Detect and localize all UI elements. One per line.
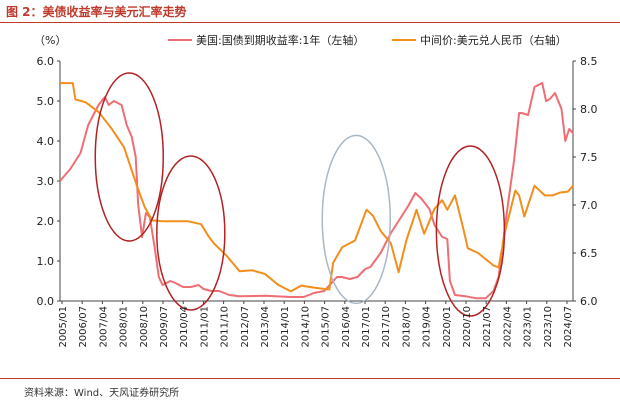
right-axis-tick-label: 7.5 [580,151,598,164]
x-axis-tick-label: 2016/04 [341,306,352,348]
source-note: 资料来源：Wind、天风证券研究所 [24,388,180,399]
figure-title: 图 2：美债收益率与美元汇率走势 [6,5,187,19]
x-axis-tick-label: 2012/07 [240,306,251,348]
right-axis-tick-label: 6.0 [580,295,598,308]
x-axis-tick-label: 2011/01 [199,306,210,348]
highlight-ellipse [156,155,226,311]
x-axis-tick-label: 2019/04 [422,306,433,348]
legend-label-fx: 中间价:美元兑人民币（右轴） [420,33,567,47]
tick-layer: 0.0 1.0 2.0 3.0 4.0 5.0 6.0 6.0 6.5 7.0 7.5 8.0 8.5 2… [37,55,598,348]
x-axis-tick-label: 2020/10 [462,306,473,348]
right-axis-tick-label: 8.0 [580,103,598,116]
left-axis-tick-label: 3.0 [37,175,55,188]
x-axis-tick-label: 2017/01 [361,306,372,348]
highlight-ellipse [435,145,506,317]
x-axis-tick-label: 2008/01 [119,306,130,348]
left-axis-unit-label: （%） [34,34,66,47]
x-axis-tick-label: 2020/01 [442,306,453,348]
x-axis-tick-label: 2022/04 [502,306,513,348]
highlight-ellipse [321,134,392,305]
legend-label-yield: 美国:国债到期收益率:1年（左轴） [196,33,364,47]
x-axis-tick-label: 2009/07 [159,306,170,348]
x-axis-tick-label: 2011/10 [220,306,231,348]
x-axis-tick-label: 2023/01 [523,306,534,348]
right-axis-tick-label: 6.5 [580,247,598,260]
series-line-fx [60,82,574,293]
series-line-yield [59,82,574,300]
highlight-ellipse [94,72,165,242]
left-axis-tick-label: 6.0 [37,55,55,68]
series-layer [59,82,574,300]
x-axis-tick-label: 2005/01 [58,306,69,348]
left-axis-tick-label: 2.0 [37,215,55,228]
right-axis-tick-label: 8.5 [580,55,598,68]
x-axis-tick-label: 2006/07 [78,306,89,348]
x-axis-tick-label: 2014/10 [300,306,311,348]
x-axis-tick-label: 2021/07 [482,306,493,348]
x-axis-tick-label: 2007/04 [98,306,109,348]
x-axis-tick-label: 2010/04 [179,306,190,348]
x-axis-tick-label: 2008/10 [139,306,150,348]
x-axis-tick-label: 2017/10 [381,306,392,348]
annotation-layer [94,72,506,317]
x-axis-tick-label: 2014/01 [280,306,291,348]
source-rule [0,378,620,379]
x-axis-tick-label: 2018/07 [401,306,412,348]
left-axis-tick-label: 0.0 [37,295,55,308]
x-axis-tick-label: 2013/04 [260,306,271,348]
left-axis-tick-label: 1.0 [37,255,55,268]
x-axis-tick-label: 2023/10 [543,306,554,348]
right-axis-tick-label: 7.0 [580,199,598,212]
left-axis-tick-label: 5.0 [37,95,55,108]
x-axis-tick-label: 2024/07 [563,306,574,348]
title-rule [0,22,620,23]
x-axis-tick-label: 2015/07 [321,306,332,348]
left-axis-tick-label: 4.0 [37,135,55,148]
legend: 美国:国债到期收益率:1年（左轴） 中间价:美元兑人民币（右轴） [168,33,567,47]
